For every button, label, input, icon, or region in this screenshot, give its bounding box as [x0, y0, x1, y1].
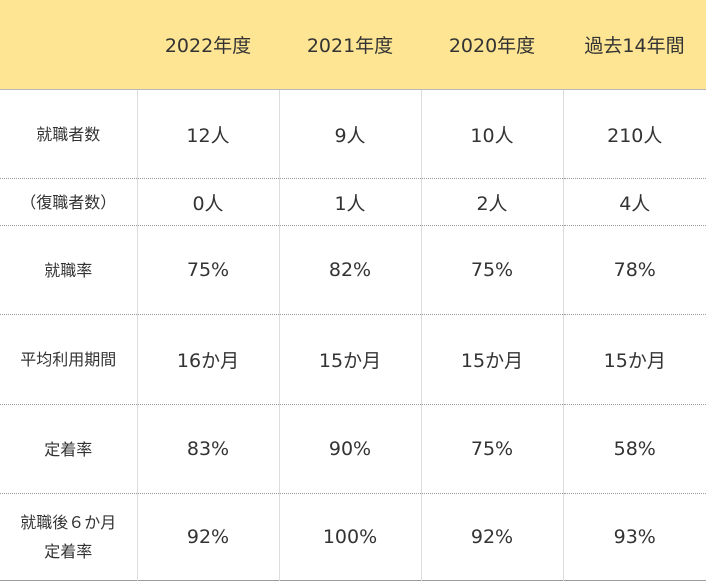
cell: 15か月	[279, 314, 422, 405]
row-label-employed: 就職者数	[0, 89, 138, 179]
cell: 10人	[421, 89, 564, 179]
row-label-average-period: 平均利用期間	[0, 314, 138, 405]
cell: 2人	[421, 178, 564, 226]
cell: 15か月	[421, 314, 564, 405]
cell: 90%	[279, 404, 422, 494]
header-2021: 2021年度	[279, 0, 421, 90]
header-2020: 2020年度	[421, 0, 563, 90]
row-label-reinstated: （復職者数）	[0, 178, 138, 226]
header-past-14-years: 過去14年間	[563, 0, 706, 90]
header-2022: 2022年度	[137, 0, 279, 90]
table-row: 定着率 83% 90% 75% 58%	[0, 404, 706, 494]
cell: 9人	[279, 89, 422, 179]
cell: 92%	[137, 493, 280, 581]
cell: 82%	[279, 225, 422, 315]
cell: 93%	[613, 526, 656, 548]
cell: 1人	[279, 178, 422, 226]
table-row: 就職後６か月 定着率 92% 100% 92% 93%	[0, 493, 706, 581]
table-row: 平均利用期間 16か月 15か月 15か月 15か月	[0, 314, 706, 405]
cell: 58%	[563, 404, 706, 494]
cell: 0人	[137, 178, 280, 226]
row-label-line-1: 就職後６か月	[20, 513, 117, 532]
cell: 12人	[137, 89, 280, 179]
cell: 4人	[563, 178, 706, 226]
cell: 16か月	[137, 314, 280, 405]
cell: 75%	[421, 404, 564, 494]
table-row: 就職者数 12人 9人 10人 210人	[0, 89, 706, 179]
cell: 15か月	[563, 314, 706, 405]
cell: 75%	[137, 225, 280, 315]
cell: 78%	[563, 225, 706, 315]
table-row: 就職率 75% 82% 75% 78%	[0, 225, 706, 315]
row-label-six-month-retention: 就職後６か月 定着率	[0, 493, 138, 581]
header-row: 2022年度 2021年度 2020年度 過去14年間	[0, 0, 706, 90]
cell: 92%	[421, 493, 564, 581]
row-label-line-2: 定着率	[44, 542, 93, 561]
cell: 210人	[563, 89, 706, 179]
row-label-employment-rate: 就職率	[0, 225, 138, 315]
header-corner	[0, 0, 137, 90]
table-row: （復職者数） 0人 1人 2人 4人	[0, 178, 706, 226]
cell: 83%	[137, 404, 280, 494]
cell: 100%	[279, 493, 422, 581]
row-label-retention-rate: 定着率	[0, 404, 138, 494]
cell: 75%	[421, 225, 564, 315]
